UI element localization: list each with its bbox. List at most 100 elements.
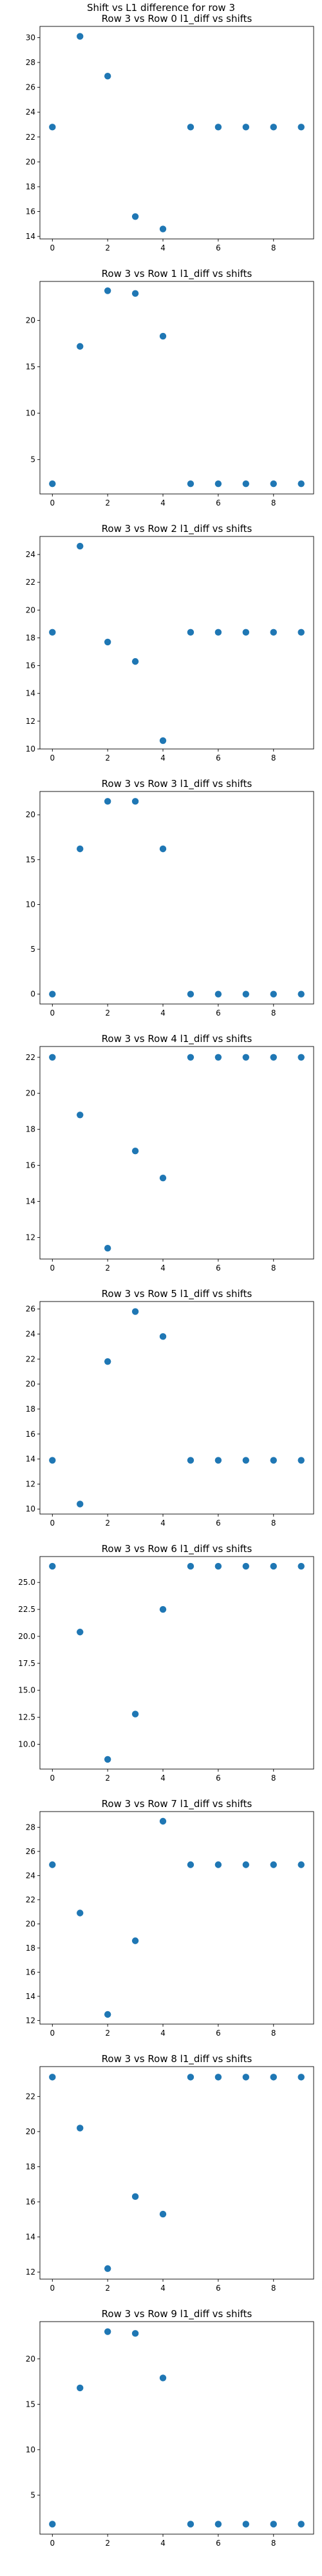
data-point xyxy=(270,1861,277,1868)
x-tick-label: 8 xyxy=(271,1519,276,1528)
x-tick-label: 4 xyxy=(160,498,166,507)
subplot-6: Row 3 vs Row 6 l1_diff vs shifts 0 2 4 6 8 10.… xyxy=(18,1543,314,1783)
x-tick-label: 0 xyxy=(50,243,55,252)
data-point xyxy=(298,480,305,488)
x-tick-label: 2 xyxy=(105,2284,110,2293)
subplot-title: Row 3 vs Row 4 l1_diff vs shifts xyxy=(102,1033,252,1045)
subplot-3: Row 3 vs Row 3 l1_diff vs shifts 0 2 4 6 8 0 5 1… xyxy=(26,778,314,1018)
y-tick-label: 5 xyxy=(30,2490,35,2499)
data-point xyxy=(159,1605,167,1613)
data-point xyxy=(298,1861,305,1868)
data-point xyxy=(159,1174,167,1182)
data-point xyxy=(298,629,305,636)
y-tick-label: 18 xyxy=(26,182,35,191)
x-tick-label: 8 xyxy=(271,243,276,252)
data-point xyxy=(49,990,56,998)
x-tick-label: 2 xyxy=(105,2029,110,2038)
x-tick-label: 2 xyxy=(105,243,110,252)
x-tick-label: 6 xyxy=(216,2029,221,2038)
subplot-title: Row 3 vs Row 9 l1_diff vs shifts xyxy=(102,2308,252,2320)
x-tick-label: 4 xyxy=(160,1264,166,1273)
data-point xyxy=(298,1457,305,1464)
y-tick-label: 14 xyxy=(26,689,35,698)
axes-frame xyxy=(39,26,314,240)
y-tick-label: 22 xyxy=(26,133,35,142)
data-point xyxy=(49,2074,56,2081)
x-tick-label: 2 xyxy=(105,1264,110,1273)
data-point xyxy=(242,1054,250,1061)
data-point xyxy=(159,225,167,232)
data-point xyxy=(298,2521,305,2528)
x-tick-label: 0 xyxy=(50,753,55,762)
data-point xyxy=(49,124,56,131)
data-point xyxy=(214,1457,222,1464)
data-point xyxy=(187,2074,194,2081)
y-tick-label: 12 xyxy=(26,717,35,726)
data-point xyxy=(131,658,139,665)
y-tick-label: 24 xyxy=(26,1329,35,1338)
subplot-title: Row 3 vs Row 7 l1_diff vs shifts xyxy=(102,1798,252,1810)
y-tick-label: 20 xyxy=(26,810,35,819)
y-tick-label: 12 xyxy=(26,2016,35,2025)
y-tick-label: 20 xyxy=(26,2354,35,2363)
data-point xyxy=(242,480,250,488)
data-point xyxy=(77,343,84,350)
x-tick-label: 0 xyxy=(50,2029,55,2038)
data-point xyxy=(298,1562,305,1570)
data-point xyxy=(49,1562,56,1570)
x-tick-label: 2 xyxy=(105,2539,110,2548)
subplot-title: Row 3 vs Row 6 l1_diff vs shifts xyxy=(102,1543,252,1555)
y-tick-label: 20 xyxy=(26,1379,35,1388)
y-tick-label: 12.5 xyxy=(18,1713,35,1722)
data-point xyxy=(270,629,277,636)
y-tick-label: 20 xyxy=(26,157,35,166)
data-point xyxy=(77,33,84,40)
x-tick-label: 6 xyxy=(216,1264,221,1273)
data-point xyxy=(77,1909,84,1917)
y-tick-label: 28 xyxy=(26,58,35,67)
data-point xyxy=(77,2125,84,2132)
data-point xyxy=(131,2193,139,2201)
data-point xyxy=(270,990,277,998)
y-tick-label: 24 xyxy=(26,108,35,117)
data-point xyxy=(214,629,222,636)
axes-frame xyxy=(39,1811,314,2025)
y-tick-label: 20 xyxy=(26,1089,35,1098)
subplot-title: Row 3 vs Row 2 l1_diff vs shifts xyxy=(102,523,252,535)
x-tick-label: 8 xyxy=(271,1009,276,1018)
data-point xyxy=(187,1861,194,1868)
data-point xyxy=(242,1457,250,1464)
x-tick-label: 0 xyxy=(50,1774,55,1783)
x-tick-label: 8 xyxy=(271,1264,276,1273)
data-point xyxy=(214,124,222,131)
figure-title: Shift vs L1 difference for row 3 xyxy=(87,2,235,14)
data-point xyxy=(242,990,250,998)
data-point xyxy=(187,480,194,488)
y-tick-label: 28 xyxy=(26,1823,35,1832)
data-point xyxy=(187,124,194,131)
y-tick-label: 14 xyxy=(26,2233,35,2242)
data-point xyxy=(131,1937,139,1944)
y-tick-label: 10 xyxy=(26,2445,35,2454)
y-tick-label: 22 xyxy=(26,1895,35,1904)
data-point xyxy=(77,845,84,853)
x-tick-label: 6 xyxy=(216,1774,221,1783)
data-point xyxy=(242,2521,250,2528)
data-point xyxy=(77,2384,84,2392)
subplot-8: Row 3 vs Row 8 l1_diff vs shifts 0 2 4 6 8 12 1… xyxy=(26,2053,314,2293)
data-point xyxy=(131,1308,139,1315)
x-tick-label: 6 xyxy=(216,243,221,252)
y-tick-label: 18 xyxy=(26,2162,35,2171)
data-point xyxy=(187,629,194,636)
data-point xyxy=(131,1148,139,1155)
x-tick-label: 2 xyxy=(105,498,110,507)
y-tick-label: 10 xyxy=(26,409,35,418)
axes-frame xyxy=(39,791,314,1005)
data-point xyxy=(187,2521,194,2528)
data-point xyxy=(187,990,194,998)
y-tick-label: 16 xyxy=(26,661,35,670)
y-tick-label: 10 xyxy=(26,1504,35,1513)
x-tick-label: 0 xyxy=(50,1009,55,1018)
data-point xyxy=(187,1054,194,1061)
